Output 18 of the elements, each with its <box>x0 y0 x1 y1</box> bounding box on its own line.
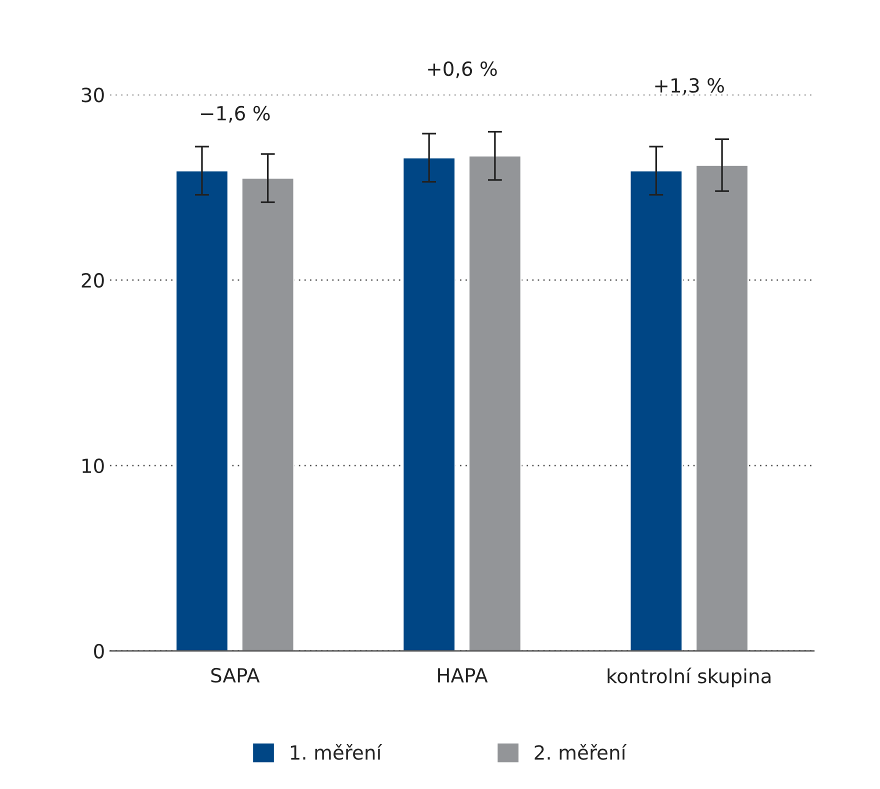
x-tick-label: HAPA <box>438 668 488 682</box>
annotation: −1,6 % <box>201 106 270 123</box>
text: +0,6 % <box>428 61 497 78</box>
bar <box>241 177 295 651</box>
bar <box>629 170 683 651</box>
x-tick-label: SAPA <box>211 668 260 683</box>
bar <box>175 170 229 651</box>
bar <box>695 164 749 651</box>
bar <box>402 157 456 651</box>
y-tick-label: 0 <box>94 644 104 659</box>
legend-label: 1. měření <box>290 744 382 760</box>
annotation: +1,3 % <box>655 78 724 95</box>
bar <box>468 155 522 651</box>
legend-label: 2. měření <box>534 744 627 760</box>
y-tick-label: 10 <box>82 458 104 474</box>
y-tick-label: 30 <box>82 88 104 102</box>
y-tick-label: 20 <box>82 273 104 288</box>
x-tick-label: kontrolní skupina <box>608 668 770 688</box>
